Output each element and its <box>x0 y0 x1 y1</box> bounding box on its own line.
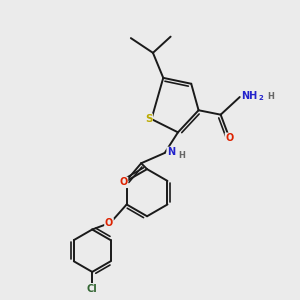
Text: 2: 2 <box>258 94 263 100</box>
Text: O: O <box>225 133 234 143</box>
Text: H: H <box>178 152 185 160</box>
Text: S: S <box>145 114 152 124</box>
Text: O: O <box>119 177 128 188</box>
Text: NH: NH <box>241 91 257 100</box>
Text: Cl: Cl <box>87 284 98 294</box>
Text: H: H <box>267 92 274 100</box>
Text: N: N <box>167 147 175 158</box>
Text: O: O <box>105 218 113 228</box>
